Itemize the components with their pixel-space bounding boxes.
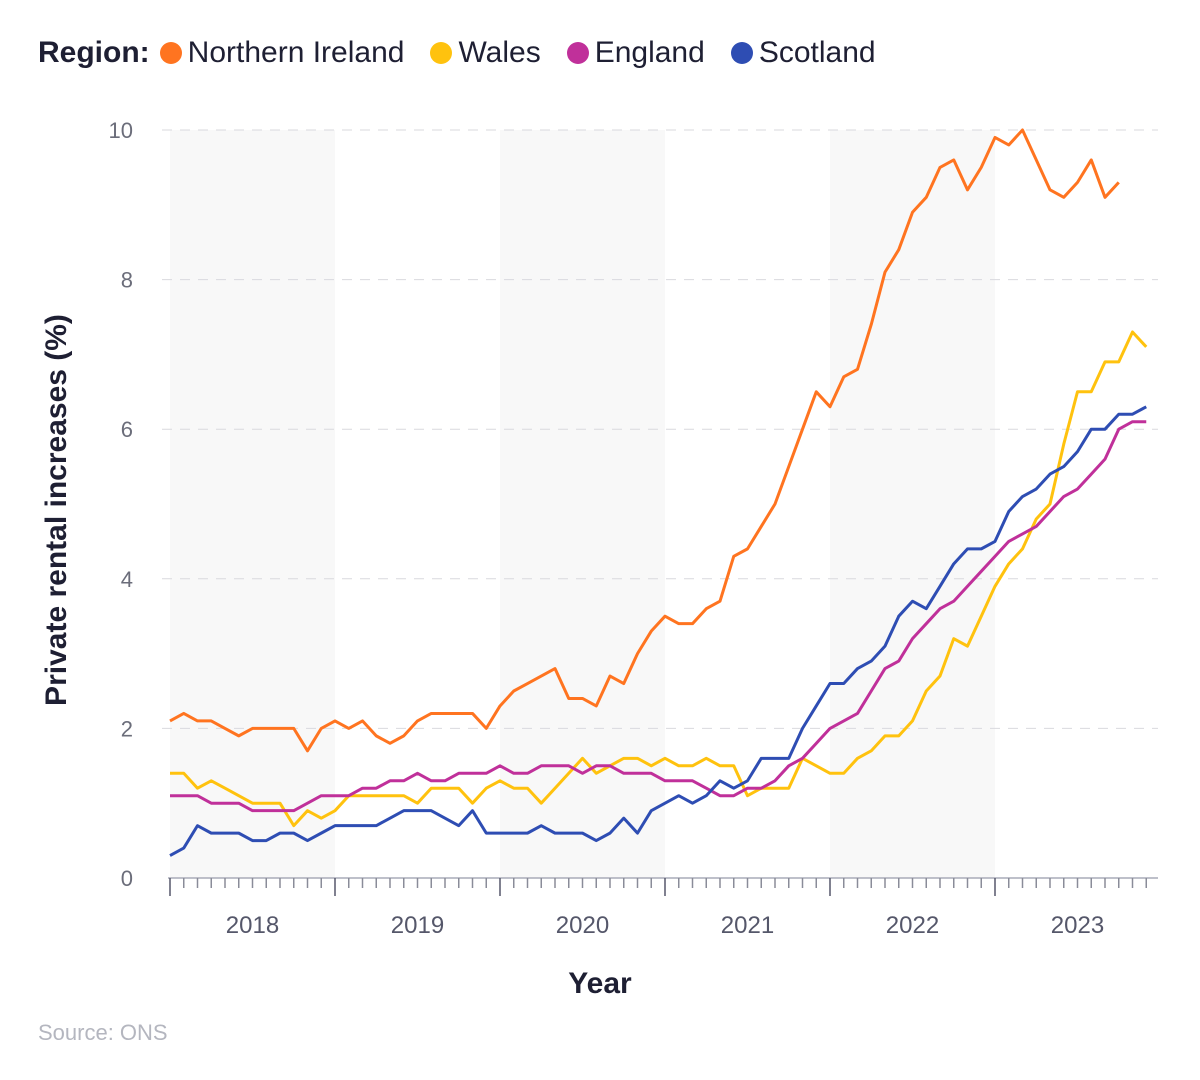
legend-dot-icon <box>566 42 589 64</box>
year-band-2018 <box>170 130 335 878</box>
x-axis-title: Year <box>568 967 632 1000</box>
legend-label: England <box>594 36 705 69</box>
legend-title: Region: <box>38 36 150 69</box>
y-tick-label: 8 <box>121 268 133 293</box>
series-line-scotland <box>169 405 1147 857</box>
legend-label: Scotland <box>758 36 876 69</box>
y-tick-label: 0 <box>121 866 133 891</box>
legend-item-scotland[interactable]: Scotland <box>730 36 876 70</box>
legend-dot-icon <box>730 42 753 64</box>
series-line-northern-ireland <box>169 128 1120 753</box>
y-tick-label: 4 <box>121 567 133 592</box>
x-tick-label: 2018 <box>226 912 279 939</box>
legend-label: Northern Ireland <box>187 36 405 69</box>
y-tick-label: 6 <box>121 417 133 442</box>
year-band-2022 <box>830 130 995 878</box>
legend-item-england[interactable]: England <box>566 36 705 70</box>
legend-label: Wales <box>458 36 541 69</box>
series-line-wales <box>170 330 1148 828</box>
x-tick-label: 2023 <box>1051 912 1104 939</box>
y-tick-label: 10 <box>109 118 133 143</box>
legend-dot-icon <box>430 42 453 64</box>
legend-item-wales[interactable]: Wales <box>430 36 541 70</box>
x-tick-label: 2022 <box>886 912 939 939</box>
series-line-england <box>170 420 1147 813</box>
legend-dot-icon <box>159 42 182 64</box>
x-tick-label: 2021 <box>721 912 774 939</box>
x-tick-label: 2020 <box>556 912 609 939</box>
legend-item-northern-ireland[interactable]: Northern Ireland <box>159 36 405 70</box>
y-axis-title: Private rental increases (%) <box>40 314 73 706</box>
x-tick-label: 2019 <box>391 912 444 939</box>
legend: Region: Northern Ireland Wales England Scot… <box>38 36 902 70</box>
year-band-2020 <box>500 130 665 878</box>
y-tick-label: 2 <box>121 716 133 741</box>
source-note: Source: ONS <box>38 1020 168 1045</box>
